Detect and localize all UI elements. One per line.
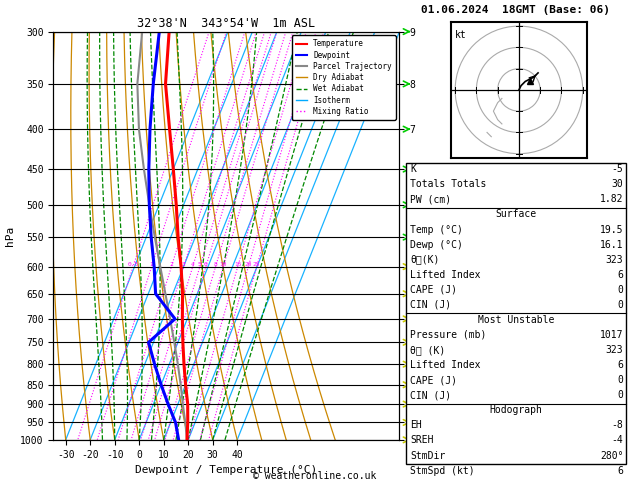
Text: 19.5: 19.5	[600, 225, 623, 235]
Text: 0: 0	[618, 390, 623, 400]
Title: 32°38'N  343°54'W  1m ASL: 32°38'N 343°54'W 1m ASL	[137, 17, 316, 31]
Text: © weatheronline.co.uk: © weatheronline.co.uk	[253, 471, 376, 481]
Text: 2: 2	[170, 261, 173, 267]
Text: Most Unstable: Most Unstable	[477, 315, 554, 325]
Text: θᴇ (K): θᴇ (K)	[410, 345, 445, 355]
Text: SREH: SREH	[410, 435, 433, 446]
Text: Hodograph: Hodograph	[489, 405, 542, 416]
Text: CAPE (J): CAPE (J)	[410, 285, 457, 295]
Text: CIN (J): CIN (J)	[410, 300, 451, 310]
Text: 1.82: 1.82	[600, 194, 623, 205]
Text: 0.5: 0.5	[128, 261, 138, 267]
Text: 0: 0	[618, 285, 623, 295]
Text: 01.06.2024  18GMT (Base: 06): 01.06.2024 18GMT (Base: 06)	[421, 5, 610, 15]
Text: 6: 6	[204, 261, 208, 267]
Y-axis label: hPa: hPa	[4, 226, 14, 246]
Text: 0: 0	[618, 375, 623, 385]
Text: PW (cm): PW (cm)	[410, 194, 451, 205]
Text: -8: -8	[611, 420, 623, 431]
Text: Lifted Index: Lifted Index	[410, 360, 481, 370]
Text: 6: 6	[618, 466, 623, 476]
Text: 10: 10	[220, 261, 227, 267]
Text: 30: 30	[611, 179, 623, 190]
Text: Pressure (mb): Pressure (mb)	[410, 330, 486, 340]
Text: 4: 4	[191, 261, 194, 267]
Text: Surface: Surface	[495, 209, 537, 220]
Text: kt: kt	[455, 30, 467, 40]
Text: 15: 15	[234, 261, 242, 267]
Text: 25: 25	[253, 261, 260, 267]
Text: 3: 3	[182, 261, 186, 267]
Text: StmSpd (kt): StmSpd (kt)	[410, 466, 475, 476]
Text: 6: 6	[618, 270, 623, 280]
Text: 20: 20	[245, 261, 252, 267]
Text: θᴇ(K): θᴇ(K)	[410, 255, 440, 265]
Text: 8: 8	[214, 261, 218, 267]
Text: -5: -5	[611, 164, 623, 174]
Text: 323: 323	[606, 255, 623, 265]
Text: 6: 6	[618, 360, 623, 370]
Text: K: K	[410, 164, 416, 174]
Text: 1: 1	[150, 261, 153, 267]
Text: 280°: 280°	[600, 451, 623, 461]
X-axis label: Dewpoint / Temperature (°C): Dewpoint / Temperature (°C)	[135, 465, 318, 475]
Text: 0: 0	[618, 300, 623, 310]
Y-axis label: km
ASL: km ASL	[430, 227, 451, 244]
Legend: Temperature, Dewpoint, Parcel Trajectory, Dry Adiabat, Wet Adiabat, Isotherm, Mi: Temperature, Dewpoint, Parcel Trajectory…	[292, 35, 396, 120]
Text: CAPE (J): CAPE (J)	[410, 375, 457, 385]
Text: 16.1: 16.1	[600, 240, 623, 250]
Text: Temp (°C): Temp (°C)	[410, 225, 463, 235]
Text: EH: EH	[410, 420, 422, 431]
Text: Lifted Index: Lifted Index	[410, 270, 481, 280]
Text: 323: 323	[606, 345, 623, 355]
Text: Dewp (°C): Dewp (°C)	[410, 240, 463, 250]
Text: 1017: 1017	[600, 330, 623, 340]
Text: -4: -4	[611, 435, 623, 446]
Text: 5: 5	[198, 261, 202, 267]
Text: CIN (J): CIN (J)	[410, 390, 451, 400]
Text: StmDir: StmDir	[410, 451, 445, 461]
Text: Totals Totals: Totals Totals	[410, 179, 486, 190]
